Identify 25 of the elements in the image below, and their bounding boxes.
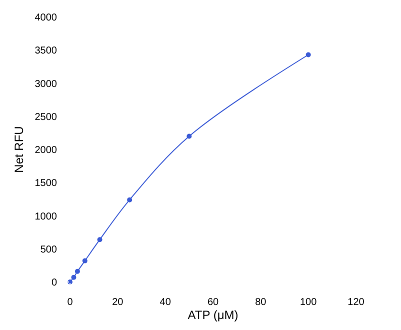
x-tick-label: 100 xyxy=(300,297,318,308)
y-tick-label: 2500 xyxy=(34,112,58,123)
x-tick-label: 40 xyxy=(160,297,172,308)
y-tick-label: 3000 xyxy=(34,78,58,90)
point xyxy=(127,197,132,202)
y-tick-label: 2000 xyxy=(34,145,58,156)
y-tick-label: 3500 xyxy=(34,46,58,57)
x-axis-title: ATP (μM) xyxy=(188,308,238,322)
x-tick-label: 60 xyxy=(207,297,219,308)
point xyxy=(306,52,311,58)
point xyxy=(74,268,80,274)
x-tick-label: 20 xyxy=(112,297,124,308)
point xyxy=(82,258,88,264)
y-tick-label: 0 xyxy=(51,278,58,288)
point xyxy=(97,237,102,242)
y-tick-label: 500 xyxy=(40,244,58,256)
y-tick-label: 1500 xyxy=(34,178,58,190)
y-axis-title: Net RFU xyxy=(12,126,26,173)
y-tick-label: 1000 xyxy=(34,211,58,222)
y-tick-label: 4000 xyxy=(34,12,58,24)
x-tick-label: 80 xyxy=(255,297,267,308)
x-tick-label: 120 xyxy=(348,297,365,308)
point xyxy=(71,274,76,280)
x-tick-label: 0 xyxy=(67,297,74,308)
point xyxy=(186,134,192,139)
